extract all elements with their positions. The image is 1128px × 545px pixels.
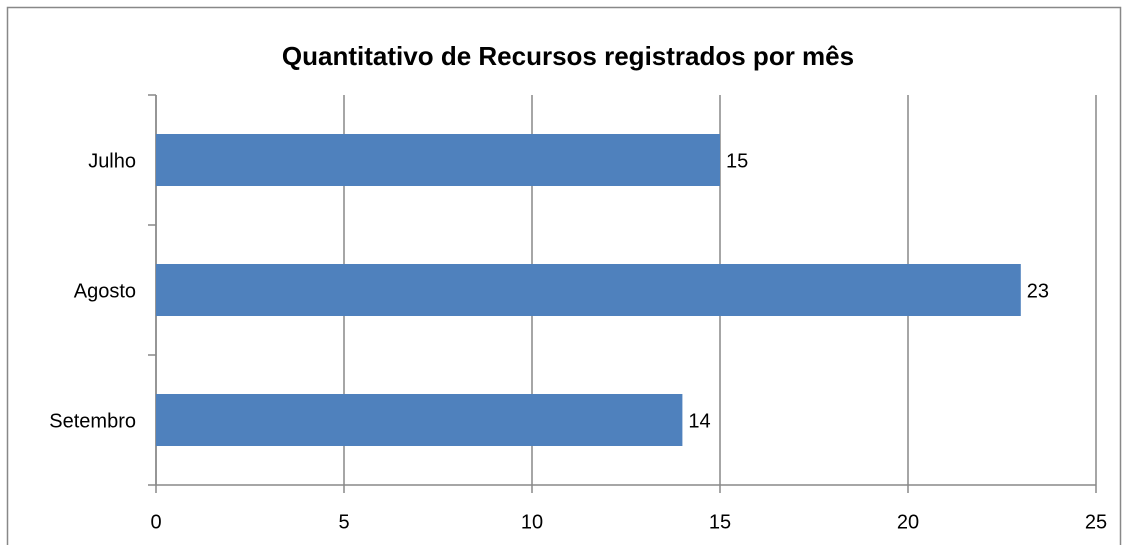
x-tick-label: 20	[897, 511, 919, 533]
chart-title: Quantitativo de Recursos registrados por…	[282, 41, 854, 71]
value-label: 23	[1027, 280, 1049, 302]
bar	[156, 264, 1021, 316]
value-label: 15	[726, 150, 748, 172]
bar	[156, 134, 720, 186]
x-tick-label: 5	[338, 511, 349, 533]
y-tick-label: Agosto	[74, 280, 136, 302]
y-tick-label: Setembro	[49, 410, 136, 432]
x-tick-label: 15	[709, 511, 731, 533]
value-label: 14	[688, 410, 710, 432]
bar	[156, 394, 683, 446]
x-tick-label: 0	[150, 511, 161, 533]
x-tick-label: 25	[1085, 511, 1107, 533]
x-tick-label: 10	[521, 511, 543, 533]
y-tick-label: Julho	[88, 150, 136, 172]
